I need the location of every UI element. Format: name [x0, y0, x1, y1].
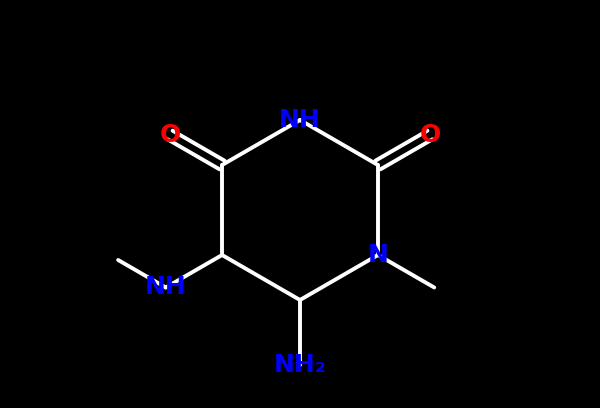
Text: NH: NH	[145, 275, 187, 299]
Text: N: N	[368, 243, 388, 267]
Text: NH: NH	[279, 108, 321, 132]
Text: O: O	[160, 123, 181, 147]
Text: O: O	[419, 123, 440, 147]
Text: NH₂: NH₂	[274, 353, 326, 377]
